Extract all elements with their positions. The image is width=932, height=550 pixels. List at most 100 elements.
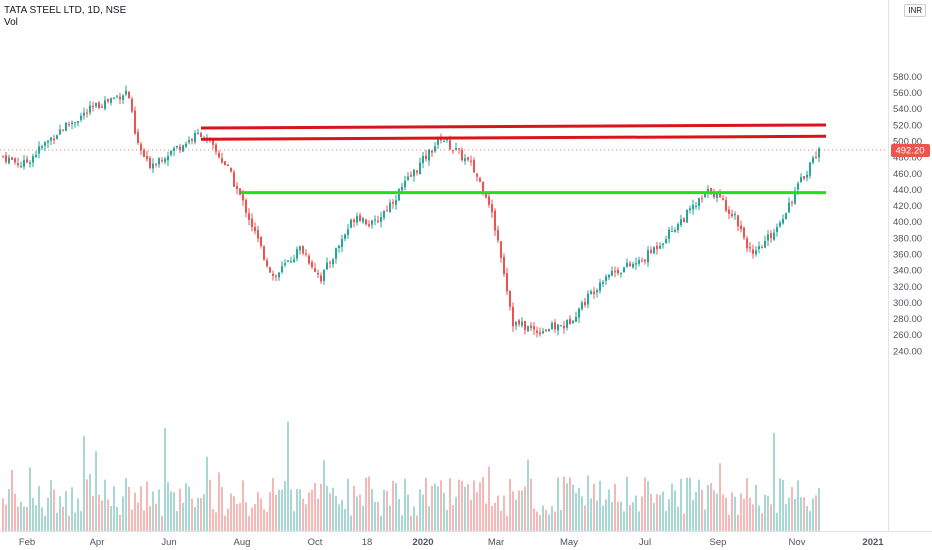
- price-axis[interactable]: 240.00 260.00 280.00 300.00 320.00 340.00 360.…: [893, 72, 922, 357]
- volume-bar: [281, 489, 283, 531]
- candle-body: [362, 218, 364, 222]
- candle-body: [428, 149, 430, 161]
- horizontal-levels[interactable]: [200, 123, 827, 195]
- candle-body: [20, 165, 22, 167]
- volume-bar: [509, 478, 511, 531]
- volume-bar: [344, 509, 346, 531]
- resistance-line[interactable]: [200, 123, 827, 130]
- x-tick-label: May: [560, 537, 578, 548]
- candle-body: [251, 218, 253, 228]
- resistance-line[interactable]: [200, 134, 827, 141]
- volume-bar: [710, 483, 712, 531]
- volume-bar: [32, 497, 34, 531]
- symbol-title[interactable]: TATA STEEL LTD, 1D, NSE: [4, 5, 127, 16]
- volume-bar: [182, 502, 184, 531]
- volume-bar: [308, 492, 310, 531]
- last-price-badge-bg: [891, 144, 930, 157]
- volume-bar: [284, 481, 286, 531]
- candle-body: [758, 246, 760, 250]
- candle-body: [644, 259, 646, 262]
- candle-body: [554, 322, 556, 330]
- candle-body: [104, 100, 106, 109]
- candle-body: [191, 139, 193, 141]
- candle-body: [698, 198, 700, 207]
- candle-body: [521, 321, 523, 326]
- volume-bar: [674, 490, 676, 531]
- candle-body: [437, 136, 439, 145]
- candle-body: [149, 157, 151, 168]
- volume-bar: [551, 506, 553, 531]
- candle-body: [35, 155, 37, 158]
- volume-bar: [314, 482, 316, 531]
- candle-body: [491, 204, 493, 213]
- candle-body: [155, 163, 157, 165]
- candle-body: [5, 155, 7, 162]
- candle-body: [545, 329, 547, 331]
- volume-bar: [62, 506, 64, 531]
- volume-bar: [56, 512, 58, 531]
- volume-bar: [122, 496, 124, 531]
- volume-bar: [794, 499, 796, 531]
- volume-bar: [455, 496, 457, 531]
- volume-bar: [41, 507, 43, 531]
- candle-body: [119, 96, 121, 100]
- candle-body: [794, 190, 796, 204]
- volume-bar: [401, 515, 403, 531]
- volume-bar: [170, 491, 172, 531]
- candle-body: [137, 132, 139, 144]
- candle-body: [341, 239, 343, 248]
- volume-bar: [548, 514, 550, 531]
- candle-body: [626, 262, 628, 267]
- volume-bar: [752, 504, 754, 531]
- candle-body: [563, 325, 565, 329]
- candle-body: [44, 142, 46, 146]
- volume-indicator-label[interactable]: Vol: [4, 17, 18, 28]
- volume-bar: [203, 494, 205, 531]
- candle-body: [611, 270, 613, 276]
- volume-bar: [275, 494, 277, 531]
- candle-body: [179, 146, 181, 151]
- candle-body: [722, 198, 724, 201]
- volume-bar: [323, 460, 325, 531]
- volume-bar: [704, 509, 706, 531]
- volume-bar: [728, 514, 730, 531]
- volume-bar: [98, 494, 100, 531]
- volume-bar: [14, 493, 16, 531]
- candle-body: [617, 269, 619, 274]
- volume-bar: [467, 484, 469, 531]
- candle-body: [8, 157, 10, 164]
- candle-body: [527, 326, 529, 332]
- candle-body: [689, 208, 691, 211]
- candle-body: [422, 155, 424, 164]
- time-axis[interactable]: Feb Apr Jun Aug Oct 18 2020 Mar May Jul Sep Nov 2021: [19, 537, 884, 548]
- candle-body: [650, 249, 652, 253]
- volume-bar: [524, 486, 526, 531]
- candle-body: [170, 150, 172, 155]
- candle-body: [230, 167, 232, 172]
- candle-body: [788, 202, 790, 213]
- candle-body: [632, 264, 634, 268]
- volume-bar: [665, 510, 667, 531]
- candle-body: [605, 276, 607, 281]
- candle-body: [692, 204, 694, 210]
- volume-bar: [212, 509, 214, 531]
- candle-body: [782, 218, 784, 224]
- candle-body: [524, 320, 526, 330]
- candle-body: [635, 263, 637, 265]
- candle-body: [302, 246, 304, 254]
- candle-body: [290, 261, 292, 263]
- candle-body: [47, 140, 49, 143]
- volume-bar: [107, 499, 109, 531]
- candle-body: [17, 163, 19, 166]
- volume-bar: [272, 477, 274, 531]
- volume-bar: [491, 506, 493, 531]
- volume-bar: [221, 487, 223, 531]
- volume-bar: [47, 497, 49, 531]
- y-tick-label: 360.00: [893, 249, 922, 260]
- volume-bar: [116, 507, 118, 531]
- candle-body: [296, 249, 298, 259]
- currency-badge[interactable]: INR: [904, 4, 926, 17]
- candle-body: [539, 332, 541, 335]
- volume-bar: [332, 487, 334, 531]
